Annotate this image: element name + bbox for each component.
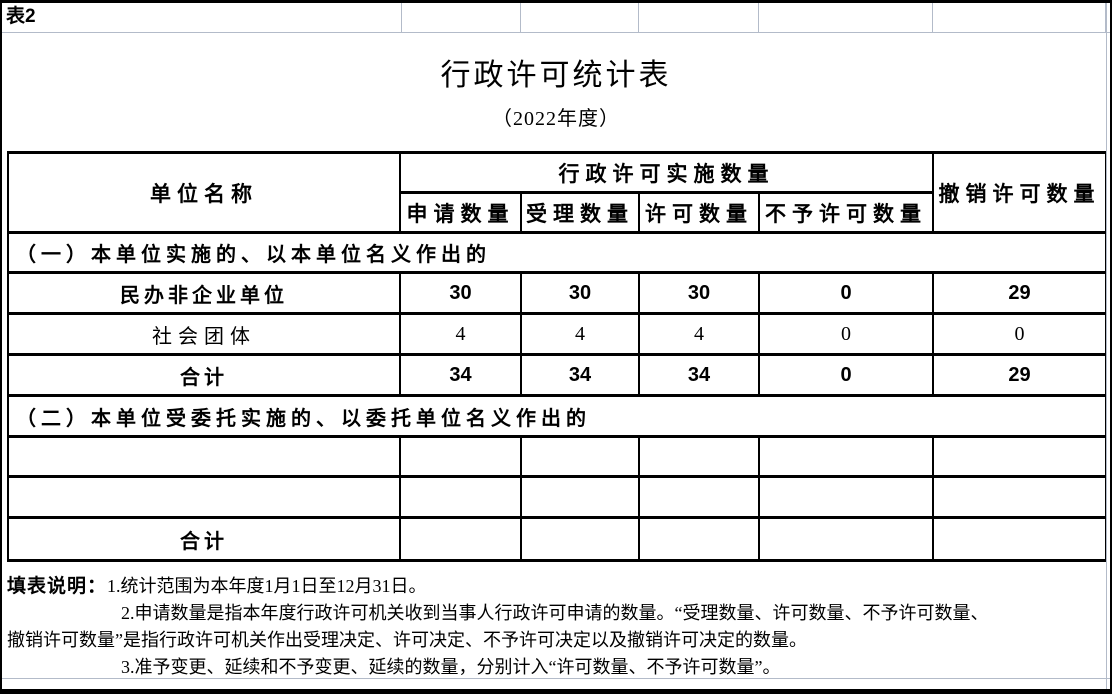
data-cell[interactable]: 30 — [638, 271, 760, 315]
data-cell[interactable]: 4 — [399, 312, 522, 356]
section-1-header-row: （一）本单位实施的、以本单位名义作出的 — [7, 231, 1107, 274]
data-cell[interactable]: 0 — [758, 271, 934, 315]
note-text: 1.统计范围为本年度1月1日至12月31日。 — [107, 576, 427, 596]
statistics-table: 单位名称 行政许可实施数量 撤销许可数量 申请数量 受理数量 许可数量 不予许可… — [7, 151, 1107, 562]
data-cell[interactable] — [758, 435, 934, 478]
data-cell[interactable]: 30 — [399, 271, 522, 315]
unit-name-cell[interactable]: 民办非企业单位 — [7, 271, 401, 315]
data-cell[interactable]: 29 — [932, 353, 1107, 397]
data-cell[interactable] — [520, 516, 640, 562]
total-label-cell[interactable]: 合计 — [7, 353, 401, 397]
data-cell[interactable]: 4 — [520, 312, 640, 356]
header-deny-count[interactable]: 不予许可数量 — [758, 191, 934, 234]
unit-name-cell[interactable] — [7, 435, 401, 478]
header-implementation-group[interactable]: 行政许可实施数量 — [399, 151, 934, 194]
data-cell[interactable] — [638, 516, 760, 562]
section-1-label-cell[interactable]: （一）本单位实施的、以本单位名义作出的 — [7, 231, 1107, 274]
unit-name-cell[interactable]: 社会团体 — [7, 312, 401, 356]
total-label-cell[interactable]: 合计 — [7, 516, 401, 562]
data-cell[interactable]: 0 — [932, 312, 1107, 356]
note-line-1: 填表说明：1.统计范围为本年度1月1日至12月31日。 — [7, 573, 1102, 600]
header-license-count[interactable]: 许可数量 — [638, 191, 760, 234]
note-line-3: 撤销许可数量”是指行政许可机关作出受理决定、许可决定、不予许可决定以及撤销许可决… — [7, 630, 807, 650]
data-cell[interactable] — [399, 435, 522, 478]
table-row-empty — [7, 475, 1107, 519]
data-cell[interactable] — [758, 516, 934, 562]
header-apply-count[interactable]: 申请数量 — [399, 191, 522, 234]
unit-name-cell[interactable] — [7, 475, 401, 519]
sheet-gridline-row: 表2 — [2, 3, 1110, 33]
data-cell[interactable] — [638, 475, 760, 519]
table-row-minban: 民办非企业单位 30 30 30 0 29 — [7, 271, 1107, 315]
data-cell[interactable] — [932, 435, 1107, 478]
data-cell[interactable]: 0 — [758, 353, 934, 397]
sheet-cell[interactable] — [759, 3, 933, 32]
sheet-cell[interactable] — [639, 3, 759, 32]
header-row-1: 单位名称 行政许可实施数量 撤销许可数量 — [7, 151, 1107, 234]
header-unit-name[interactable]: 单位名称 — [7, 151, 401, 234]
section-2-label-cell[interactable]: （二）本单位受委托实施的、以委托单位名义作出的 — [7, 394, 1107, 438]
sheet-cell[interactable] — [521, 3, 639, 32]
data-cell[interactable] — [758, 475, 934, 519]
notes-label: 填表说明： — [7, 576, 108, 597]
form-year-subtitle: （2022年度） — [492, 108, 620, 130]
data-cell[interactable] — [932, 516, 1107, 562]
header-revoke-count[interactable]: 撤销许可数量 — [932, 151, 1107, 234]
data-cell[interactable]: 30 — [520, 271, 640, 315]
sheet-cell[interactable] — [402, 3, 521, 32]
sheet-gridline-vertical — [1106, 3, 1107, 689]
table-number-cell[interactable]: 表2 — [2, 3, 402, 32]
note-line-4: 3.准予变更、延续和不予变更、延续的数量，分别计入“许可数量、不予许可数量”。 — [121, 657, 781, 677]
data-cell[interactable]: 34 — [638, 353, 760, 397]
sheet-gridline-horizontal — [2, 678, 1110, 679]
data-cell[interactable]: 34 — [399, 353, 522, 397]
form-title: 行政许可统计表 — [440, 59, 672, 92]
data-cell[interactable] — [399, 516, 522, 562]
sheet-cell[interactable] — [933, 3, 1106, 32]
data-cell[interactable] — [520, 475, 640, 519]
note-line-2: 2.申请数量是指本年度行政许可机关收到当事人行政许可申请的数量。“受理数量、许可… — [121, 603, 989, 623]
data-cell[interactable]: 4 — [638, 312, 760, 356]
section-2-header-row: （二）本单位受委托实施的、以委托单位名义作出的 — [7, 394, 1107, 438]
data-cell[interactable]: 29 — [932, 271, 1107, 315]
data-cell[interactable] — [638, 435, 760, 478]
form-title-block: 行政许可统计表 （2022年度） — [2, 33, 1110, 151]
header-row-2: 申请数量 受理数量 许可数量 不予许可数量 — [8, 191, 1106, 234]
table-row-total-2: 合计 — [7, 516, 1107, 562]
table-row-empty — [7, 435, 1107, 478]
data-cell[interactable] — [399, 475, 522, 519]
header-accept-count[interactable]: 受理数量 — [520, 191, 640, 234]
table-row-total-1: 合计 34 34 34 0 29 — [7, 353, 1107, 397]
form-notes: 填表说明：1.统计范围为本年度1月1日至12月31日。 2.申请数量是指本年度行… — [2, 562, 1110, 681]
data-cell[interactable]: 34 — [520, 353, 640, 397]
data-cell[interactable] — [520, 435, 640, 478]
data-cell[interactable] — [932, 475, 1107, 519]
data-cell[interactable]: 0 — [758, 312, 934, 356]
table-row-shehui: 社会团体 4 4 4 0 0 — [7, 312, 1107, 356]
